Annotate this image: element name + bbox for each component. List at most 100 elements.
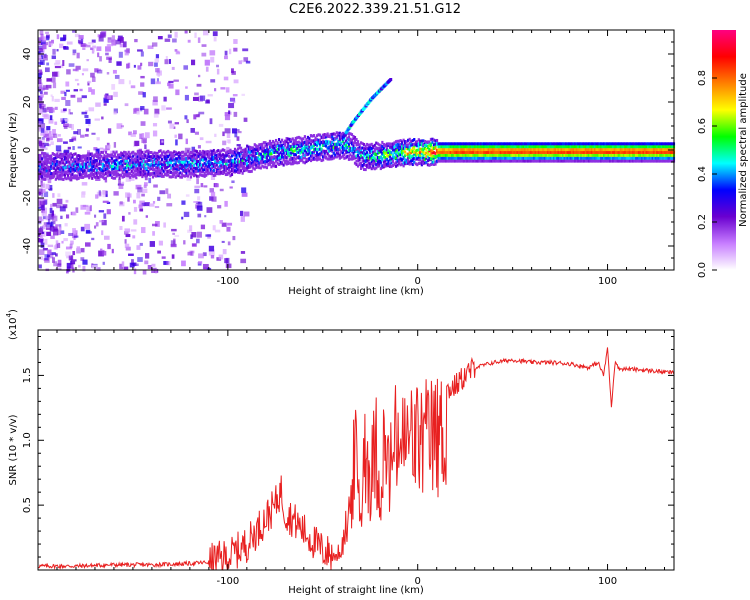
ridge-cell [192,169,196,173]
ridge-cell [565,153,568,157]
ridge-cell [604,159,607,163]
ridge-cell [309,146,313,150]
ridge-cell [524,150,527,154]
ridge-cell [192,163,196,167]
ridge-cell [218,164,221,168]
ridge-cell [665,153,668,157]
noise-cell [232,94,238,97]
ridge-cell [656,148,659,152]
ridge-cell [445,150,448,154]
ridge-cell [492,145,495,149]
ridge-cell [656,156,659,160]
ridge-cell [259,159,262,163]
ridge-cell [183,157,187,161]
ridge-cell [405,152,408,156]
ridge-cell [448,145,451,149]
ridge-cell [59,165,62,169]
ridge-cell [540,156,543,160]
noise-cell [64,223,68,227]
ridge-cell [370,149,373,153]
noise-cell [204,59,210,66]
ridge-cell [647,148,650,152]
ridge-cell [332,132,335,136]
ridge-cell [621,142,624,146]
ridge-cell [580,142,583,146]
ridge-cell [281,161,284,165]
ridge-cell [391,146,395,150]
ridge-cell [630,156,633,160]
ridge-cell [180,150,183,154]
ridge-cell [277,147,281,151]
ridge-cell [174,160,177,164]
noise-cell [42,85,48,89]
ridge-cell [601,148,604,152]
ridge-cell [431,151,434,155]
ridge-cell [537,153,540,157]
snr-y-axis-label: SNR (10 * v/v) [8,414,19,485]
ridge-cell [452,153,455,157]
ridge-cell [671,142,674,146]
ridge-cell [136,158,139,162]
ridge-cell [92,156,95,160]
ridge-cell [407,161,410,165]
ridge-cell [214,164,217,168]
ridge-cell [566,150,569,154]
ridge-cell [636,153,639,157]
ridge-cell [537,150,540,154]
ridge-cell [613,145,616,149]
ridge-cell [79,166,82,170]
ridge-cell [276,141,279,145]
ridge-cell [98,167,101,171]
ridge-cell [568,156,571,160]
ridge-cell [458,148,461,152]
ridge-cell [206,155,209,159]
noise-cell [125,177,131,182]
ridge-cell [396,147,399,151]
ridge-cell [133,159,136,163]
ridge-cell [164,167,167,171]
ridge-cell [548,156,551,160]
ridge-cell [490,156,493,160]
ridge-cell [563,153,566,157]
ridge-cell [560,153,563,157]
ridge-cell [563,142,566,146]
ridge-cell [337,131,340,135]
noise-cell [111,39,117,46]
noise-cell [140,51,144,57]
noise-cell [85,242,91,247]
ridge-cell [454,148,457,152]
ridge-cell [558,159,562,163]
ridge-cell [113,176,117,180]
noise-cell [43,133,50,138]
noise-cell [38,101,44,105]
ridge-cell [223,169,226,173]
ridge-cell [561,153,565,157]
ridge-cell [513,150,516,154]
ridge-cell [285,152,288,156]
ridge-cell [139,173,142,177]
ridge-cell [299,141,302,145]
ridge-cell [165,159,168,163]
ridge-cell [397,152,401,156]
ridge-cell [533,150,536,154]
noise-cell [38,42,43,45]
ridge-cell [80,159,83,163]
noise-cell [157,36,163,40]
ridge-cell [528,153,531,157]
ridge-cell [493,150,496,154]
ridge-cell [186,156,190,160]
ridge-cell [141,154,144,158]
ridge-cell [141,162,144,166]
ridge-cell [129,165,132,169]
ridge-cell [71,169,74,173]
ridge-cell [344,143,347,147]
ridge-cell [364,144,367,148]
ridge-cell [296,156,299,160]
ridge-cell [74,159,77,163]
ridge-cell [168,151,171,155]
ridge-cell [250,153,253,157]
ridge-cell [358,151,361,155]
noise-cell [203,185,208,188]
ridge-cell [197,165,200,169]
noise-cell [60,90,66,94]
